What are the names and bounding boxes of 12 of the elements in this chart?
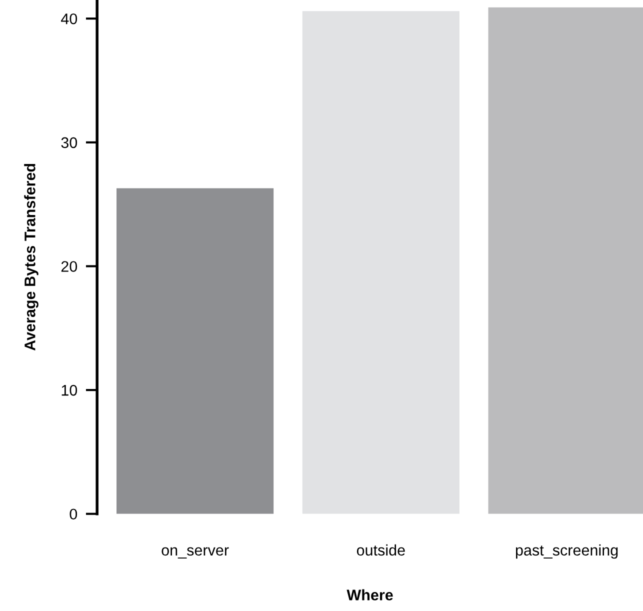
y-tick-label: 20 bbox=[61, 261, 78, 272]
y-tick-label: 0 bbox=[70, 508, 78, 520]
bar bbox=[302, 11, 460, 514]
y-tick-label: 40 bbox=[61, 13, 78, 24]
x-axis-title: Where bbox=[346, 589, 393, 600]
bar bbox=[116, 188, 274, 514]
y-tick-label: 10 bbox=[62, 384, 78, 396]
y-axis-title: Average Bytes Transfered bbox=[24, 164, 38, 351]
x-tick-label: on_server bbox=[162, 547, 229, 559]
y-tick-label: 30 bbox=[61, 137, 78, 148]
x-tick-label: outside bbox=[356, 544, 405, 556]
x-tick-label: past_screening bbox=[516, 544, 618, 559]
